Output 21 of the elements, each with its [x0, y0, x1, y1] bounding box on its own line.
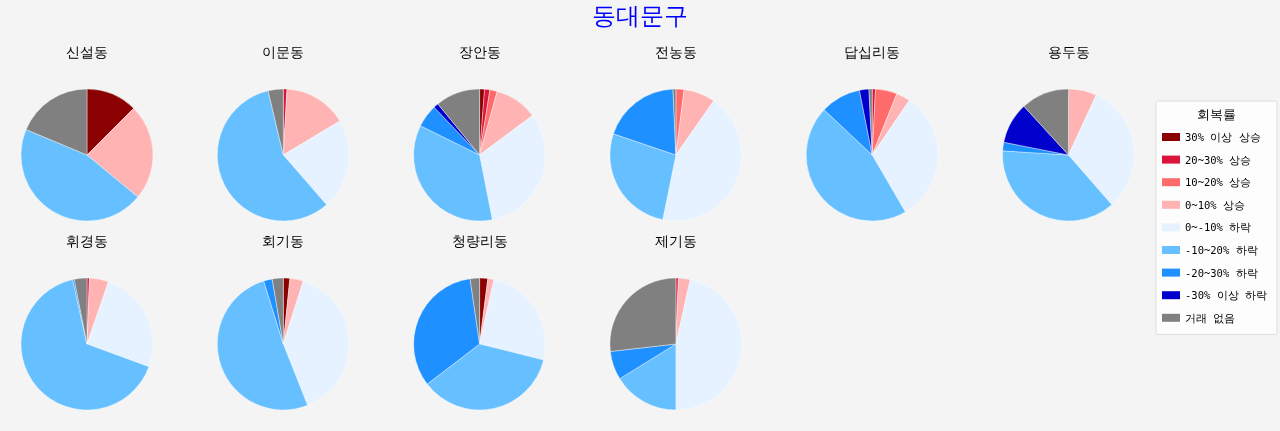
chart-title: 장안동	[458, 44, 501, 60]
category-label: 10~20% 상승	[1185, 176, 1252, 189]
category-label: 0~-10% 하락	[1185, 221, 1252, 234]
chart-title: 전농동	[654, 44, 697, 60]
chart-title: 답십리동	[844, 44, 901, 60]
chart-title: 제기동	[654, 233, 697, 249]
chart-title: 회기동	[262, 233, 305, 249]
chart-title: 신설동	[66, 44, 108, 60]
category-label: 거래 없음	[1185, 311, 1236, 324]
chart-title: 청량리동	[451, 233, 508, 249]
category-label: -30% 이상 하락	[1185, 289, 1267, 302]
chart-title: 용두동	[1047, 44, 1090, 60]
text: 동대문구	[592, 2, 688, 30]
category-label: -20~30% 하락	[1185, 266, 1258, 279]
category-label: 20~30% 상승	[1185, 153, 1252, 166]
chart-title: 이문동	[262, 44, 305, 60]
category-label: 0~10% 상승	[1185, 198, 1245, 211]
category-label: 30% 이상 상승	[1185, 131, 1261, 143]
category-label: -10~20% 하락	[1185, 244, 1258, 256]
chart-title: 휘경동	[66, 233, 108, 249]
legend-title: 회복률	[1197, 107, 1236, 122]
